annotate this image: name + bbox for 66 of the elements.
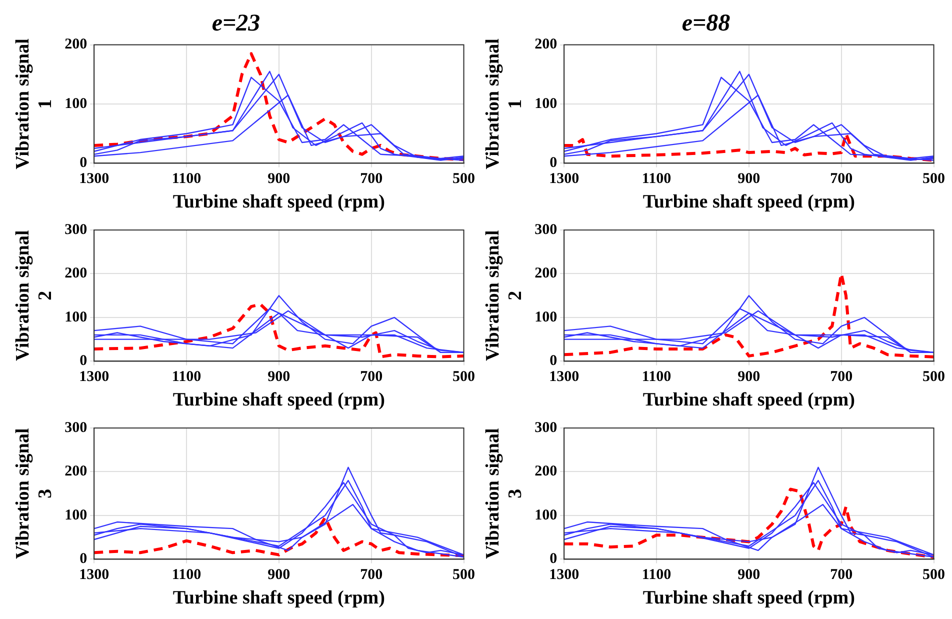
- x-tick-label: 1300: [549, 567, 580, 584]
- x-tick-label: 1100: [642, 369, 672, 386]
- x-axis-title: Turbine shaft speed (rpm): [172, 390, 385, 411]
- y-tick-label: 300: [534, 420, 558, 436]
- y-tick-label: 0: [80, 155, 88, 172]
- y-tick-label: 200: [534, 266, 558, 282]
- x-tick-label: 500: [922, 369, 945, 386]
- x-tick-label: 900: [268, 171, 290, 188]
- x-tick-label: 1100: [172, 369, 202, 386]
- x-tick-label: 500: [452, 369, 475, 386]
- x-tick-label: 900: [738, 567, 760, 584]
- x-tick-label: 700: [360, 369, 383, 386]
- y-tick-label: 200: [534, 464, 558, 480]
- x-tick-label: 1300: [549, 171, 580, 188]
- y-axis-title: Vibration signal 3: [482, 428, 526, 559]
- x-tick-label: 1100: [172, 567, 202, 584]
- x-tick-label: 900: [738, 171, 760, 188]
- x-axis-title: Turbine shaft speed (rpm): [172, 192, 385, 213]
- y-axis-title: Vibration signal 1: [482, 38, 526, 170]
- y-tick-label: 100: [64, 309, 88, 326]
- y-tick-label: 0: [80, 353, 88, 370]
- y-tick-label: 100: [534, 309, 558, 326]
- y-tick-label: 100: [64, 507, 88, 524]
- x-tick-label: 1100: [642, 567, 672, 584]
- x-tick-label: 1300: [549, 369, 580, 386]
- x-axis-title: Turbine shaft speed (rpm): [642, 192, 855, 213]
- x-tick-label: 1100: [642, 171, 672, 188]
- y-tick-label: 100: [64, 96, 88, 112]
- y-tick-label: 0: [80, 551, 88, 568]
- x-axis-title: Turbine shaft speed (rpm): [172, 588, 385, 609]
- x-tick-label: 1300: [79, 567, 110, 584]
- x-tick-label: 700: [360, 567, 383, 584]
- x-tick-label: 500: [922, 171, 945, 188]
- y-tick-label: 100: [534, 96, 558, 112]
- x-tick-label: 500: [452, 171, 475, 188]
- x-tick-label: 1100: [172, 171, 202, 188]
- y-tick-label: 200: [534, 36, 558, 53]
- x-tick-label: 500: [452, 567, 475, 584]
- x-tick-label: 1300: [79, 369, 110, 386]
- y-tick-label: 300: [64, 420, 88, 436]
- y-tick-label: 200: [64, 36, 88, 53]
- y-tick-label: 200: [64, 464, 88, 480]
- y-tick-label: 300: [64, 222, 88, 238]
- y-axis-title: Vibration signal 1: [12, 38, 56, 170]
- x-tick-label: 700: [830, 171, 853, 188]
- y-tick-label: 100: [534, 507, 558, 524]
- y-tick-label: 0: [550, 353, 558, 370]
- x-axis-title: Turbine shaft speed (rpm): [642, 390, 855, 411]
- x-tick-label: 700: [360, 171, 383, 188]
- chart-title: e=23: [212, 10, 260, 37]
- y-tick-label: 0: [550, 155, 558, 172]
- y-tick-label: 200: [64, 266, 88, 282]
- x-tick-label: 700: [830, 369, 853, 386]
- x-tick-label: 500: [922, 567, 945, 584]
- chart-title: e=88: [682, 10, 730, 37]
- y-tick-label: 300: [534, 222, 558, 238]
- y-axis-title: Vibration signal 2: [12, 230, 56, 361]
- x-tick-label: 900: [268, 369, 290, 386]
- y-axis-title: Vibration signal 2: [482, 230, 526, 361]
- y-axis-title: Vibration signal 3: [12, 428, 56, 559]
- x-tick-label: 1300: [79, 171, 110, 188]
- x-axis-title: Turbine shaft speed (rpm): [642, 588, 855, 609]
- x-tick-label: 900: [268, 567, 290, 584]
- y-tick-label: 0: [550, 551, 558, 568]
- x-tick-label: 700: [830, 567, 853, 584]
- x-tick-label: 900: [738, 369, 760, 386]
